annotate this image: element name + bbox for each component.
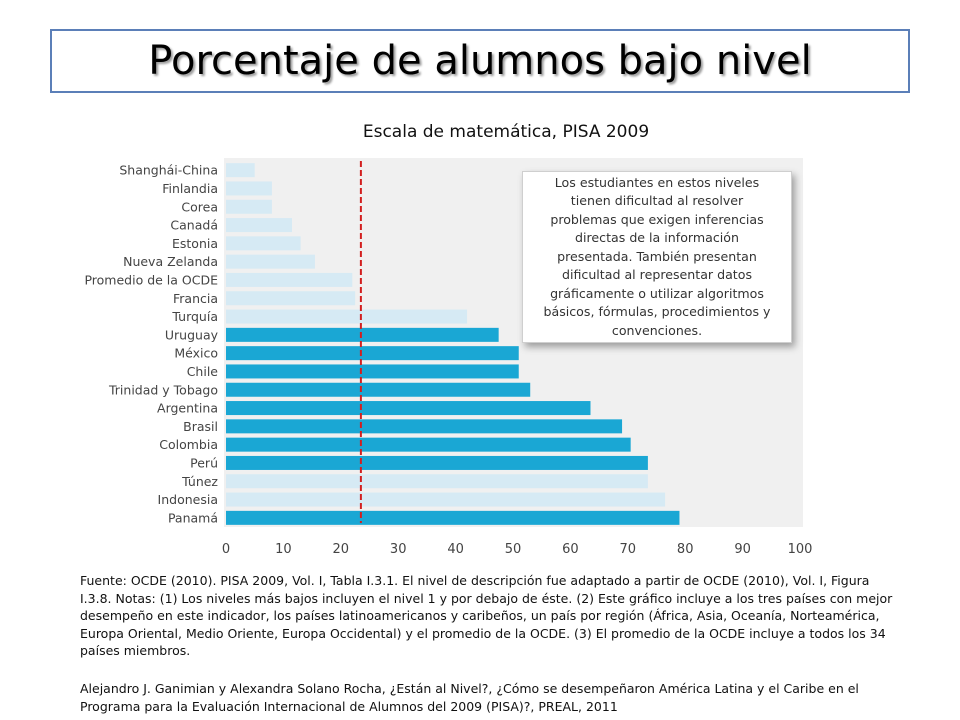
category-label-5: Nueva Zelanda bbox=[123, 254, 218, 269]
category-label-9: Uruguay bbox=[165, 327, 219, 342]
category-label-17: Túnez bbox=[181, 474, 218, 489]
bar-3 bbox=[226, 218, 293, 233]
bar-0 bbox=[226, 163, 255, 178]
category-label-16: Perú bbox=[190, 455, 218, 470]
bar-9 bbox=[226, 327, 499, 342]
page-title: Porcentaje de alumnos bajo nivel bbox=[148, 38, 812, 84]
bar-15 bbox=[226, 437, 631, 452]
category-label-2: Corea bbox=[181, 199, 218, 214]
x-tick-label-6: 60 bbox=[562, 542, 579, 557]
category-label-3: Canadá bbox=[170, 218, 218, 233]
category-label-4: Estonia bbox=[172, 236, 218, 251]
category-label-7: Francia bbox=[173, 291, 218, 306]
bar-16 bbox=[226, 455, 648, 470]
category-label-15: Colombia bbox=[159, 437, 218, 452]
category-label-14: Brasil bbox=[183, 419, 218, 434]
bar-4 bbox=[226, 236, 301, 251]
category-label-10: México bbox=[174, 346, 218, 361]
category-label-13: Argentina bbox=[157, 401, 218, 416]
title-box: Porcentaje de alumnos bajo nivel bbox=[50, 29, 910, 93]
bar-6 bbox=[226, 272, 353, 287]
x-tick-label-1: 10 bbox=[275, 542, 292, 557]
bar-8 bbox=[226, 309, 468, 324]
bar-13 bbox=[226, 401, 591, 416]
bar-17 bbox=[226, 474, 648, 489]
citation: Alejandro J. Ganimian y Alexandra Solano… bbox=[80, 681, 859, 714]
source-note: Fuente: OCDE (2010). PISA 2009, Vol. I, … bbox=[80, 573, 893, 658]
note-text: Los estudiantes en estos niveles tienen … bbox=[543, 174, 771, 338]
note-callout: Los estudiantes en estos niveles tienen … bbox=[522, 171, 792, 343]
bar-11 bbox=[226, 364, 519, 379]
bar-chart: Shanghái-China Finlandia Corea Canadá Estoni… bbox=[84, 158, 813, 557]
category-label-8: Turquía bbox=[171, 309, 218, 324]
x-tick-label-5: 50 bbox=[505, 542, 522, 557]
category-label-11: Chile bbox=[187, 364, 219, 379]
x-tick-label-7: 70 bbox=[620, 542, 637, 557]
category-label-1: Finlandia bbox=[162, 181, 218, 196]
x-tick-label-0: 0 bbox=[222, 542, 230, 557]
bar-10 bbox=[226, 346, 519, 361]
category-label-6: Promedio de la OCDE bbox=[84, 272, 218, 287]
x-tick-label-2: 20 bbox=[333, 542, 350, 557]
bar-2 bbox=[226, 199, 272, 214]
category-label-19: Panamá bbox=[168, 510, 218, 525]
bar-1 bbox=[226, 181, 272, 196]
chart-subtitle: Escala de matemática, PISA 2009 bbox=[362, 122, 650, 142]
bar-14 bbox=[226, 419, 623, 434]
bar-12 bbox=[226, 382, 531, 397]
x-tick-label-10: 100 bbox=[788, 542, 813, 557]
bar-18 bbox=[226, 492, 666, 507]
bar-19 bbox=[226, 510, 680, 525]
x-tick-label-4: 40 bbox=[447, 542, 464, 557]
category-label-18: Indonesia bbox=[158, 492, 218, 507]
x-tick-label-3: 30 bbox=[390, 542, 407, 557]
x-tick-label-9: 90 bbox=[734, 542, 751, 557]
x-tick-label-8: 80 bbox=[677, 542, 694, 557]
bar-5 bbox=[226, 254, 315, 269]
category-label-0: Shanghái-China bbox=[119, 163, 218, 178]
bar-7 bbox=[226, 291, 356, 306]
category-label-12: Trinidad y Tobago bbox=[108, 382, 218, 397]
